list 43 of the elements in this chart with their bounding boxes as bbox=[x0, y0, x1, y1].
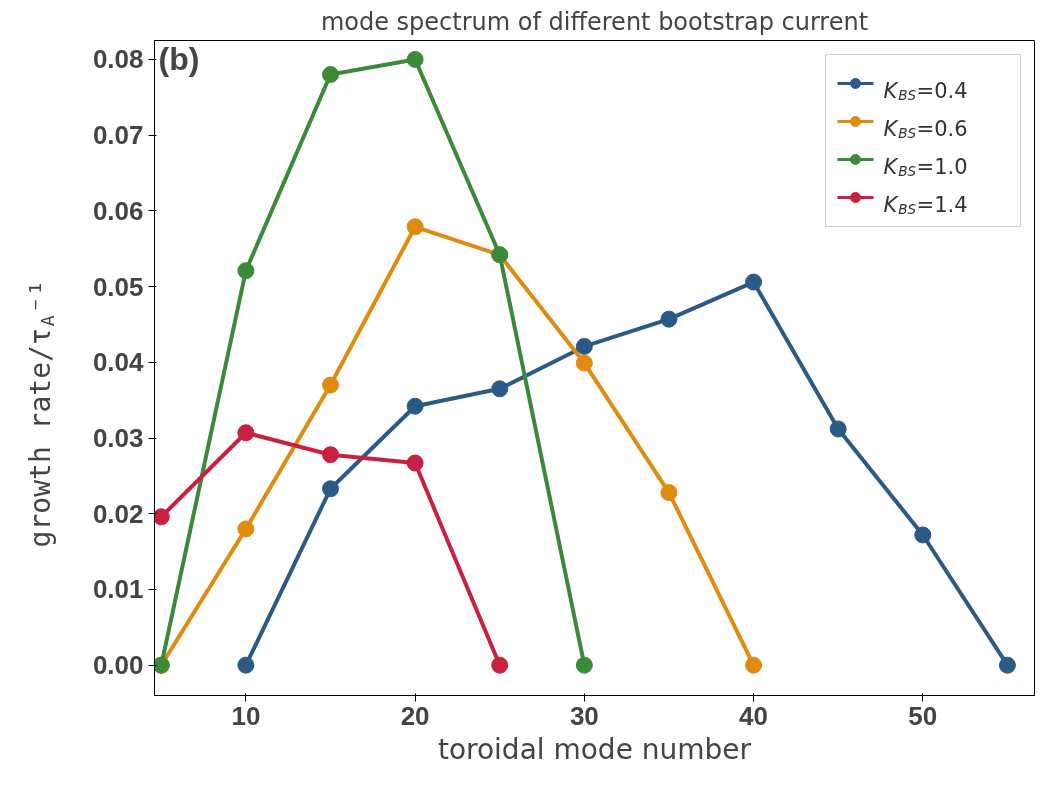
point bbox=[998, 656, 1016, 674]
x-tick-label: 50 bbox=[908, 700, 938, 731]
point bbox=[914, 526, 932, 544]
x-tick-label: 20 bbox=[400, 700, 430, 731]
point bbox=[237, 262, 255, 280]
point bbox=[406, 454, 424, 472]
chart-title: mode spectrum of different bootstrap current bbox=[320, 7, 869, 36]
point bbox=[154, 508, 170, 526]
point bbox=[322, 446, 339, 464]
point bbox=[829, 420, 847, 438]
point bbox=[406, 397, 424, 415]
x-axis-title: toroidal mode number bbox=[437, 732, 752, 766]
annotation: (b) bbox=[158, 40, 200, 77]
point bbox=[575, 337, 593, 355]
y-tick-label: 0.08 bbox=[92, 44, 144, 75]
y-tick-label: 0.05 bbox=[92, 271, 144, 302]
x-tick-label: 30 bbox=[569, 700, 599, 731]
point bbox=[322, 376, 339, 394]
y-tick-label: 0.01 bbox=[92, 574, 144, 605]
point bbox=[660, 484, 678, 502]
point bbox=[575, 656, 593, 674]
point bbox=[745, 273, 763, 291]
y-tick-label: 0.06 bbox=[92, 195, 144, 226]
point bbox=[237, 656, 255, 674]
point bbox=[237, 424, 255, 442]
point bbox=[237, 520, 255, 538]
y-tick-label: 0.00 bbox=[92, 650, 144, 681]
point bbox=[745, 656, 763, 674]
point bbox=[322, 66, 339, 84]
y-tick-label: 0.03 bbox=[92, 423, 144, 454]
x-tick-label: 40 bbox=[739, 700, 769, 731]
point bbox=[660, 310, 678, 328]
x-tick-label: 10 bbox=[231, 700, 261, 731]
point bbox=[491, 380, 509, 398]
point bbox=[491, 656, 509, 674]
point bbox=[406, 218, 424, 236]
point bbox=[322, 480, 339, 498]
point bbox=[406, 50, 424, 68]
y-axis-title: growth rate/τA⁻¹ bbox=[24, 279, 58, 548]
y-tick-label: 0.04 bbox=[92, 347, 145, 378]
y-tick-label: 0.07 bbox=[92, 120, 144, 151]
y-tick-label: 0.02 bbox=[92, 498, 144, 529]
point bbox=[575, 354, 593, 372]
